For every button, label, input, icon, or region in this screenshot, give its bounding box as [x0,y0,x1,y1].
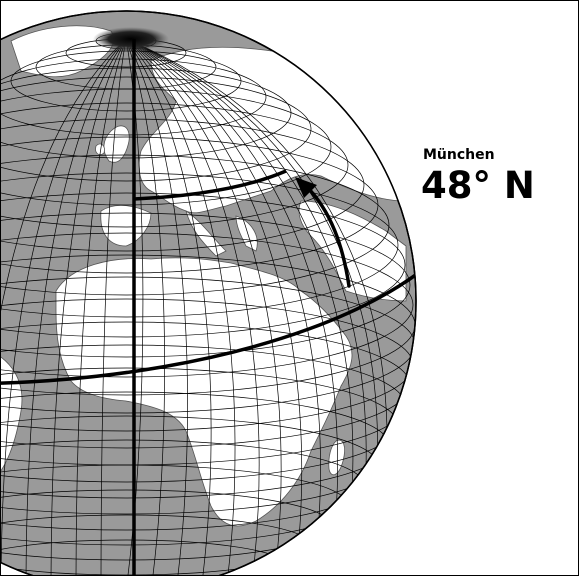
latitude-arrow [295,177,351,288]
north-pole-cap [93,27,169,51]
city-label: München [423,147,495,163]
land-masses [1,25,407,527]
latitude-label: 48° N [421,164,535,207]
equator-line [1,269,416,386]
longitude-grid [1,38,388,575]
latitude-48-line [133,169,287,201]
